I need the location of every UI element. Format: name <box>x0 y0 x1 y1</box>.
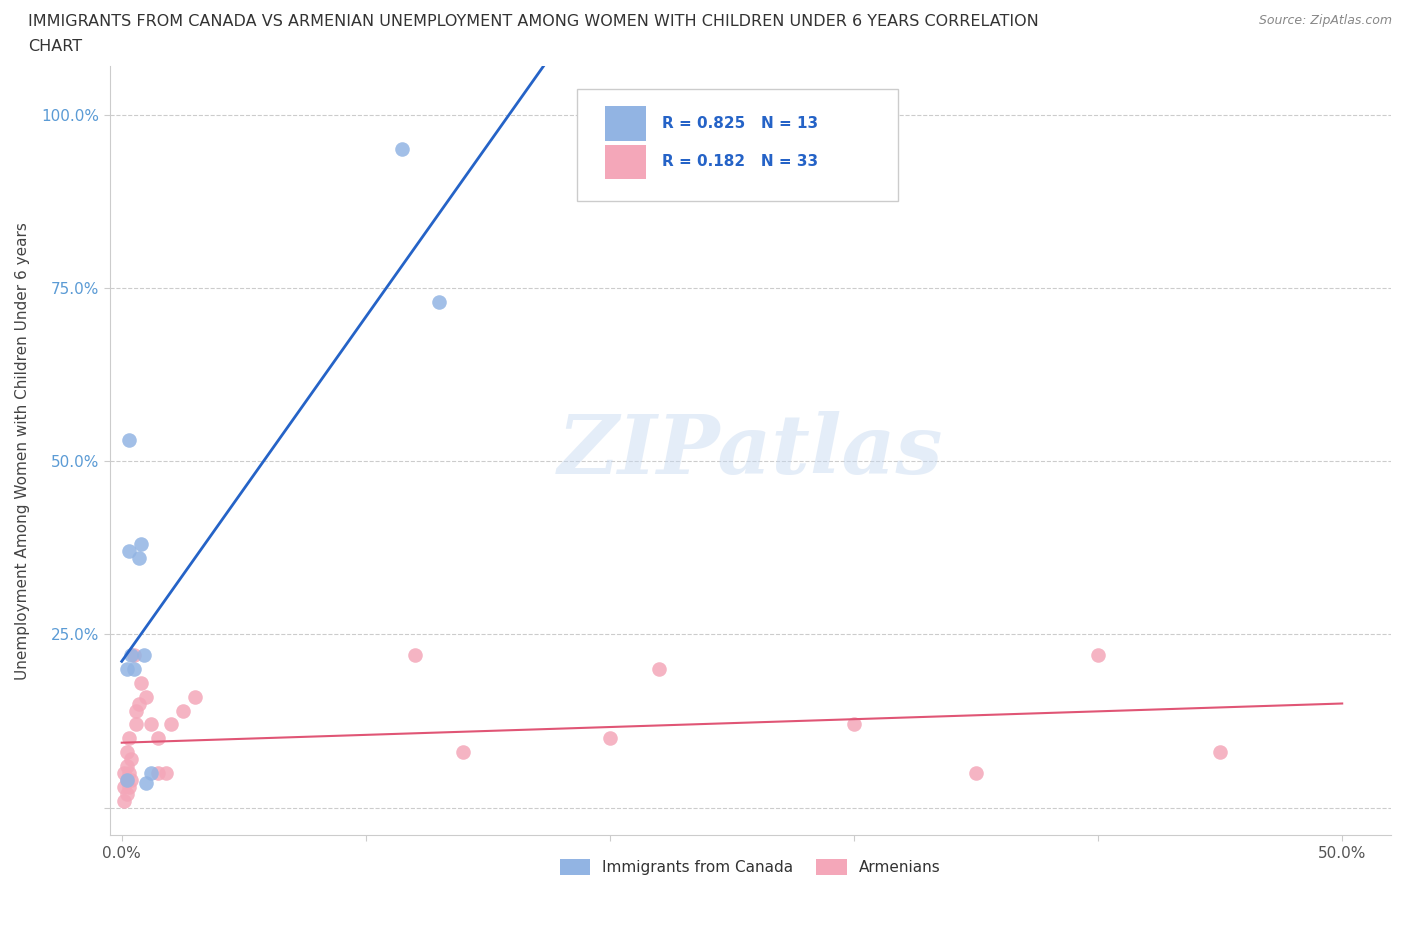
Point <box>128 551 150 565</box>
Point <box>115 759 138 774</box>
Point <box>128 697 150 711</box>
Point <box>842 717 865 732</box>
Point <box>135 689 157 704</box>
Point <box>1087 647 1109 662</box>
Text: Source: ZipAtlas.com: Source: ZipAtlas.com <box>1258 14 1392 27</box>
Point <box>118 544 141 559</box>
Text: ZIPatlas: ZIPatlas <box>558 411 943 491</box>
Point <box>121 751 143 766</box>
Point <box>112 765 135 780</box>
Point <box>1209 745 1232 760</box>
Point <box>648 661 671 676</box>
Point <box>159 717 181 732</box>
Point <box>148 731 170 746</box>
Bar <box>606 144 647 179</box>
Point <box>391 142 413 157</box>
Point <box>404 647 426 662</box>
Point <box>139 765 162 780</box>
Point <box>118 432 141 447</box>
Legend: Immigrants from Canada, Armenians: Immigrants from Canada, Armenians <box>554 854 948 882</box>
Point <box>118 779 141 794</box>
Text: CHART: CHART <box>28 39 82 54</box>
Point <box>112 793 135 808</box>
Point <box>132 647 155 662</box>
Point <box>118 731 141 746</box>
Point <box>599 731 621 746</box>
Point <box>122 647 145 662</box>
Bar <box>606 106 647 140</box>
Point <box>427 294 450 309</box>
Text: R = 0.825   N = 13: R = 0.825 N = 13 <box>662 116 818 131</box>
Point <box>115 773 138 788</box>
Text: R = 0.182   N = 33: R = 0.182 N = 33 <box>662 154 818 169</box>
Point <box>184 689 207 704</box>
Point <box>125 703 148 718</box>
Point <box>172 703 194 718</box>
Point <box>112 779 135 794</box>
Point <box>129 537 152 551</box>
Point <box>129 675 152 690</box>
FancyBboxPatch shape <box>578 89 897 201</box>
Text: IMMIGRANTS FROM CANADA VS ARMENIAN UNEMPLOYMENT AMONG WOMEN WITH CHILDREN UNDER : IMMIGRANTS FROM CANADA VS ARMENIAN UNEMP… <box>28 14 1039 29</box>
Point <box>121 773 143 788</box>
Point <box>121 647 143 662</box>
Point <box>965 765 987 780</box>
Y-axis label: Unemployment Among Women with Children Under 6 years: Unemployment Among Women with Children U… <box>15 221 30 680</box>
Point <box>453 745 475 760</box>
Point <box>139 717 162 732</box>
Point <box>148 765 170 780</box>
Point <box>122 661 145 676</box>
Point <box>118 765 141 780</box>
Point <box>125 717 148 732</box>
Point <box>115 773 138 788</box>
Point <box>115 745 138 760</box>
Point <box>115 661 138 676</box>
Point <box>115 786 138 801</box>
Point <box>135 776 157 790</box>
Point <box>155 765 177 780</box>
